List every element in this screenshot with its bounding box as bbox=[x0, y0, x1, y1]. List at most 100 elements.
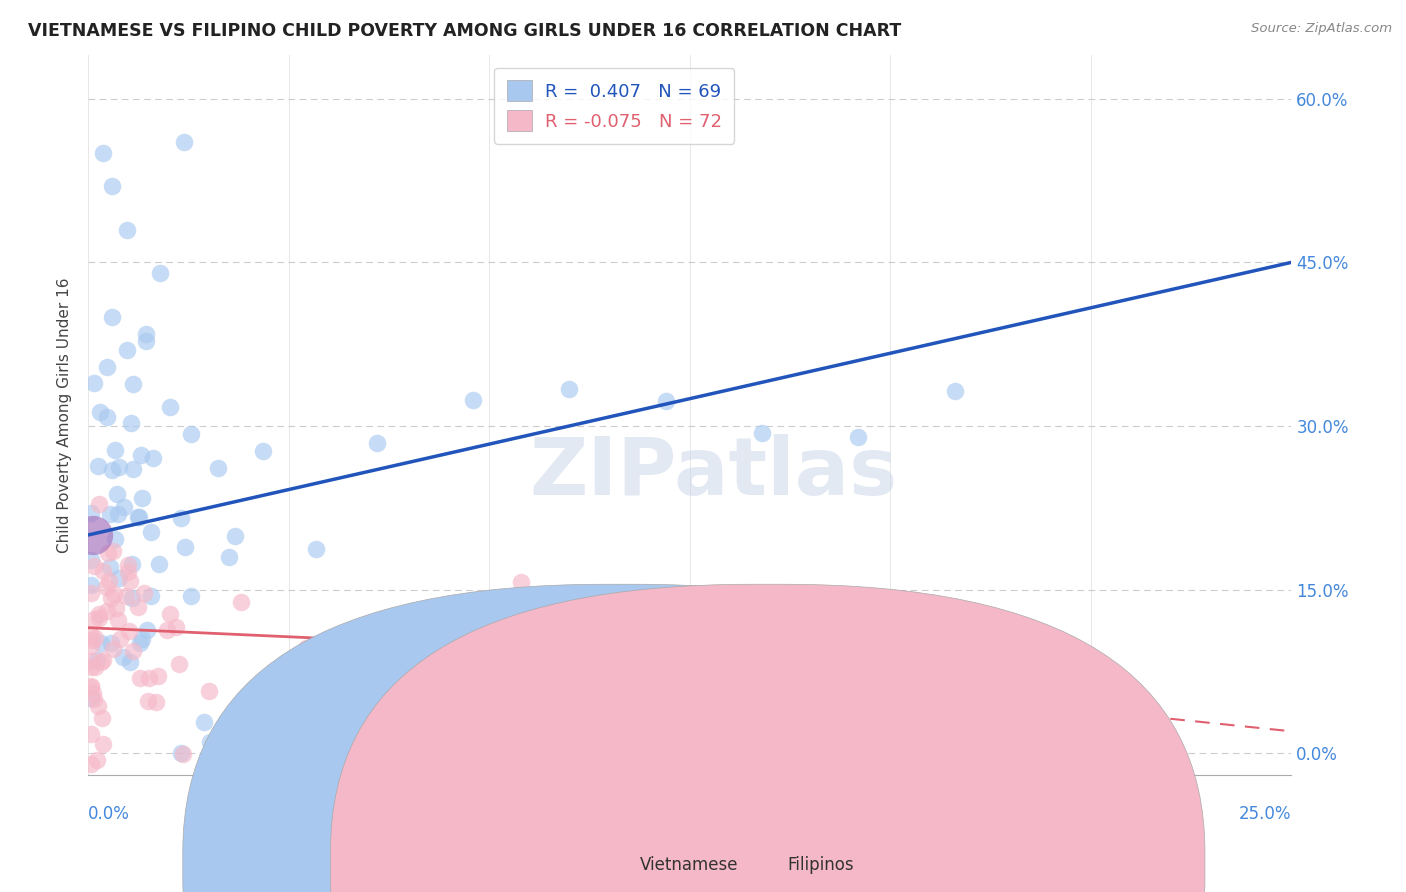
Point bbox=[83, 691, 105, 706]
Point bbox=[87, 607, 110, 621]
Point bbox=[121, 591, 143, 605]
Point bbox=[463, 393, 485, 408]
Point bbox=[298, 745, 321, 759]
Point bbox=[90, 636, 112, 650]
Point bbox=[83, 631, 105, 645]
Text: 0.0%: 0.0% bbox=[89, 805, 129, 823]
Point bbox=[96, 410, 118, 425]
Point bbox=[127, 509, 149, 524]
Point bbox=[101, 310, 124, 324]
Point bbox=[129, 448, 152, 462]
Point bbox=[139, 525, 162, 540]
Point bbox=[165, 620, 187, 634]
Point bbox=[510, 575, 533, 590]
Point bbox=[366, 688, 388, 702]
Point bbox=[107, 459, 129, 474]
Point bbox=[108, 632, 131, 647]
Point bbox=[112, 649, 135, 664]
Point bbox=[135, 326, 157, 341]
Point bbox=[87, 698, 110, 713]
Point bbox=[84, 660, 107, 674]
Point bbox=[91, 653, 114, 667]
Point bbox=[305, 542, 328, 557]
Text: Source: ZipAtlas.com: Source: ZipAtlas.com bbox=[1251, 22, 1392, 36]
Point bbox=[224, 528, 246, 542]
Point bbox=[115, 222, 138, 236]
Point bbox=[82, 632, 104, 647]
Point bbox=[198, 684, 221, 698]
Point bbox=[118, 624, 141, 639]
Point bbox=[100, 591, 122, 606]
Point bbox=[87, 497, 110, 511]
Point bbox=[97, 574, 120, 588]
Legend: R =  0.407   N = 69, R = -0.075   N = 72: R = 0.407 N = 69, R = -0.075 N = 72 bbox=[495, 68, 734, 144]
Point bbox=[79, 727, 101, 741]
Point bbox=[96, 605, 118, 619]
Point bbox=[159, 607, 181, 621]
Point bbox=[107, 613, 129, 627]
Point bbox=[148, 558, 170, 572]
Y-axis label: Child Poverty Among Girls Under 16: Child Poverty Among Girls Under 16 bbox=[58, 277, 72, 553]
Point bbox=[79, 627, 101, 641]
Text: Filipinos: Filipinos bbox=[787, 856, 853, 874]
Point bbox=[252, 443, 274, 458]
Point bbox=[131, 491, 153, 505]
Point bbox=[207, 461, 229, 475]
Point bbox=[149, 266, 172, 280]
Point bbox=[86, 653, 108, 667]
Point bbox=[135, 334, 157, 348]
Point bbox=[128, 510, 150, 524]
Point bbox=[79, 654, 101, 668]
Point bbox=[96, 580, 118, 594]
Point bbox=[91, 146, 114, 161]
Point bbox=[174, 541, 197, 555]
Text: Vietnamese: Vietnamese bbox=[640, 856, 738, 874]
Point bbox=[751, 426, 773, 441]
Point bbox=[193, 714, 215, 729]
Point bbox=[138, 671, 160, 685]
Point bbox=[121, 557, 143, 571]
Point bbox=[115, 343, 138, 357]
Point bbox=[79, 640, 101, 654]
Point bbox=[98, 507, 121, 521]
Point bbox=[114, 500, 136, 514]
Point bbox=[558, 382, 581, 396]
Point bbox=[270, 709, 292, 723]
Point bbox=[96, 359, 118, 374]
Point bbox=[87, 459, 110, 474]
Point bbox=[218, 549, 240, 564]
Point bbox=[97, 546, 120, 560]
Point bbox=[366, 435, 388, 450]
Point bbox=[146, 668, 169, 682]
Text: VIETNAMESE VS FILIPINO CHILD POVERTY AMONG GIRLS UNDER 16 CORRELATION CHART: VIETNAMESE VS FILIPINO CHILD POVERTY AMO… bbox=[28, 22, 901, 40]
Point bbox=[129, 671, 152, 685]
Point bbox=[654, 664, 676, 678]
Point bbox=[294, 640, 316, 655]
Point bbox=[114, 589, 136, 603]
Point bbox=[80, 506, 103, 520]
Point bbox=[463, 678, 485, 692]
Point bbox=[136, 624, 159, 638]
Point bbox=[136, 694, 159, 708]
Point bbox=[170, 511, 193, 525]
Point bbox=[132, 586, 155, 600]
Point bbox=[606, 724, 628, 739]
Point bbox=[169, 746, 191, 760]
Point bbox=[90, 710, 112, 724]
Point bbox=[128, 636, 150, 650]
Point bbox=[242, 757, 264, 772]
Point bbox=[122, 644, 145, 658]
Point bbox=[101, 543, 124, 558]
Point bbox=[1039, 680, 1062, 694]
Point bbox=[86, 753, 108, 767]
Point bbox=[104, 442, 127, 457]
Point bbox=[107, 508, 129, 522]
Point bbox=[145, 695, 167, 709]
Point bbox=[83, 376, 105, 391]
Point bbox=[105, 601, 128, 615]
Point bbox=[142, 451, 165, 466]
Point bbox=[83, 559, 105, 574]
Point bbox=[91, 738, 114, 752]
Point bbox=[200, 735, 222, 749]
Point bbox=[180, 589, 202, 603]
